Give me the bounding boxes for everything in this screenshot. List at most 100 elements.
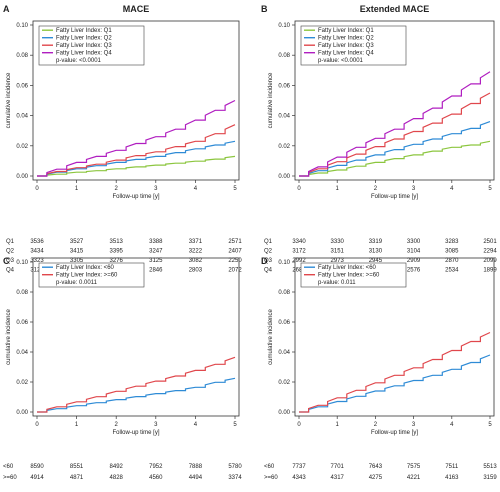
x-tick-label: 3 (154, 422, 158, 428)
risk-cell: 4914 (30, 475, 44, 481)
risk-cell: 3371 (189, 239, 203, 245)
series-line-3 (299, 71, 491, 177)
y-tick-label: 0.02 (278, 380, 290, 386)
risk-cell: 4317 (331, 475, 345, 481)
series-line-3 (37, 99, 236, 177)
risk-row-label: >=60 (3, 475, 17, 481)
risk-cell: 3395 (110, 249, 124, 255)
legend-box (300, 262, 407, 288)
y-tick-label: 0.04 (16, 114, 28, 120)
risk-cell: 7643 (369, 464, 383, 470)
x-tick-label: 5 (233, 422, 237, 428)
risk-cell: 3222 (189, 249, 203, 255)
risk-cell: 7737 (292, 464, 306, 470)
risk-cell: 3125 (149, 258, 163, 264)
risk-cell: 2992 (292, 258, 306, 264)
x-tick-label: 1 (336, 186, 340, 192)
p-value: p-value: <0.0001 (318, 58, 364, 64)
y-axis-label: cumulative incidence (268, 308, 274, 364)
y-axis-label: cumulative incidence (6, 308, 12, 364)
risk-row-label: Q1 (264, 239, 273, 245)
risk-cell: 2250 (228, 258, 242, 264)
plot-frame (32, 20, 240, 181)
panel-b: B Extended MACE 0.00 0.02 0.04 0.06 0.08 0.10 0 1… (261, 4, 497, 274)
risk-row-label: Q3 (6, 258, 15, 264)
risk-cell: 2571 (228, 239, 242, 245)
y-tick-label: 0.02 (16, 144, 28, 150)
risk-cell: 2576 (407, 268, 421, 274)
plot-frame (294, 257, 495, 417)
risk-cell: 4560 (149, 475, 163, 481)
x-tick-label: 4 (450, 186, 454, 192)
x-tick-label: 1 (75, 422, 79, 428)
risk-row-label: Q4 (264, 268, 273, 274)
y-tick-label: 0.06 (278, 83, 290, 89)
p-value: p-value: 0.011 (318, 280, 356, 286)
risk-cell: 8551 (70, 464, 84, 470)
x-tick-label: 2 (374, 186, 378, 192)
x-tick-label: 2 (374, 422, 378, 428)
risk-cell: 4871 (70, 475, 84, 481)
risk-cell: 1899 (483, 268, 497, 274)
panel-letter: B (261, 4, 268, 14)
legend-entry: Fatty Liver Index: Q4 (56, 51, 112, 57)
y-axis-label: cumulative incidence (268, 72, 274, 128)
risk-cell: 3085 (445, 249, 459, 255)
legend-entry: Fatty Liver Index: Q1 (318, 28, 374, 34)
p-value: p-value: 0.0011 (56, 280, 98, 286)
risk-cell: 3104 (407, 249, 421, 255)
risk-cell: 4221 (407, 475, 421, 481)
x-axis-label: Follow-up time [y] (112, 430, 159, 436)
y-tick-label: 0.08 (278, 53, 290, 59)
legend-entry: Fatty Liver Index: >=60 (318, 273, 380, 279)
risk-cell: 3172 (292, 249, 306, 255)
risk-cell: 3247 (149, 249, 163, 255)
panel-letter: C (3, 256, 10, 266)
y-tick-label: 0.04 (278, 114, 290, 120)
risk-cell: 3300 (407, 239, 421, 245)
risk-cell: 3388 (149, 239, 163, 245)
risk-cell: 3283 (445, 239, 459, 245)
p-value: p-value: <0.0001 (56, 58, 102, 64)
y-tick-label: 0.00 (278, 174, 290, 180)
risk-cell: 7888 (189, 464, 203, 470)
risk-cell: 3276 (110, 258, 124, 264)
y-tick-label: 0.10 (16, 23, 28, 29)
risk-cell: 2680 (292, 268, 306, 274)
legend-entry: Fatty Liver Index: Q2 (318, 36, 374, 42)
risk-cell: 3082 (189, 258, 203, 264)
x-tick-label: 5 (488, 186, 492, 192)
y-tick-label: 0.00 (278, 410, 290, 416)
risk-cell: 2846 (149, 268, 163, 274)
risk-row-label: Q2 (264, 249, 273, 255)
risk-cell: 4275 (369, 475, 383, 481)
x-tick-label: 2 (115, 422, 119, 428)
series-line-0 (299, 140, 491, 177)
risk-cell: 5513 (483, 464, 497, 470)
legend-box (38, 262, 145, 288)
risk-cell: 2501 (483, 239, 497, 245)
risk-cell: 2945 (369, 258, 383, 264)
risk-row-label: <60 (3, 464, 14, 470)
series-line-1 (299, 331, 491, 413)
risk-row-label: >=60 (264, 475, 278, 481)
risk-row-label: Q1 (6, 239, 15, 245)
legend-entry: Fatty Liver Index: Q2 (56, 36, 112, 42)
risk-cell: 3319 (369, 239, 383, 245)
x-tick-label: 3 (412, 422, 416, 428)
risk-cell: 2803 (189, 268, 203, 274)
y-tick-label: 0.00 (16, 174, 28, 180)
y-tick-label: 0.08 (16, 53, 28, 59)
x-tick-label: 4 (450, 422, 454, 428)
risk-cell: 2909 (407, 258, 421, 264)
risk-row-label: Q2 (6, 249, 15, 255)
risk-cell: 2973 (331, 258, 345, 264)
risk-cell: 8492 (110, 464, 124, 470)
risk-cell: 2072 (228, 268, 242, 274)
risk-cell: 3374 (228, 475, 242, 481)
risk-cell: 2099 (483, 258, 497, 264)
y-tick-label: 0.06 (278, 320, 290, 326)
risk-cell: 3159 (483, 475, 497, 481)
legend-entry: Fatty Liver Index: <60 (318, 265, 377, 271)
x-tick-label: 4 (194, 422, 198, 428)
